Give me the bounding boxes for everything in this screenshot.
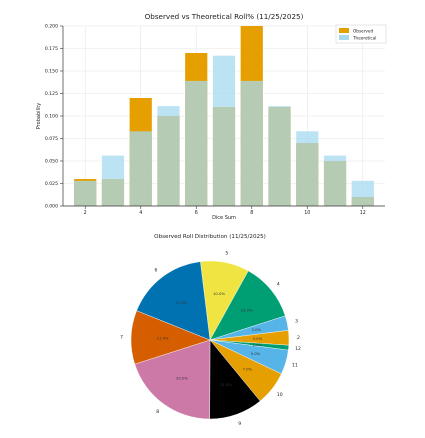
pie-chart: Observed Roll Distribution (11/25/2025) …: [120, 234, 301, 427]
y-tick-label: 0.050: [45, 159, 58, 165]
pie-pct-4: 12.0%: [241, 307, 253, 312]
pie-label-4: 4: [277, 281, 280, 287]
pie-slice-6: [136, 261, 211, 341]
x-tick-label: 6: [195, 210, 198, 216]
y-tick-label: 0.175: [45, 46, 58, 52]
x-tick-label: 4: [139, 210, 142, 216]
pie-label-8: 8: [156, 409, 159, 415]
x-tick-label: 10: [304, 210, 310, 216]
bar-theoretical-8: [240, 80, 263, 206]
pie-slice-8: [134, 339, 211, 420]
pie-pct-9: 11.0%: [220, 382, 232, 387]
y-tick-label: 0.025: [45, 181, 58, 187]
pie-label-5: 5: [225, 251, 228, 257]
bar-chart: Observed vs Theoretical Roll% (11/25/202…: [36, 12, 387, 221]
bar-chart-title: Observed vs Theoretical Roll% (11/25/202…: [145, 12, 304, 21]
y-axis-label: Probability: [36, 103, 42, 129]
pie-slice-4: [209, 270, 286, 341]
bar-theoretical-3: [101, 155, 125, 206]
y-tick-label: 0.100: [45, 114, 58, 120]
bar-theoretical-4: [129, 131, 152, 206]
x-tick-label: 12: [360, 210, 366, 216]
x-tick-label: 8: [250, 210, 253, 216]
y-tick-label: 0.125: [45, 91, 58, 97]
pie-pct-12: 1.0%: [252, 342, 262, 347]
x-tick-label: 2: [84, 210, 87, 216]
pie-pct-5: 10.0%: [213, 291, 225, 296]
pie-label-10: 10: [277, 392, 283, 398]
pie-label-3: 3: [295, 319, 298, 325]
legend-label-observed: Observed: [353, 29, 373, 34]
pie-label-6: 6: [155, 267, 158, 273]
pie-labels: 5 10.0% 4 12.0% 3 3.0% 2 3.0% 12 1.0% 11 5.0% 10 7.0%…: [120, 251, 301, 427]
legend-swatch-observed: [339, 28, 349, 33]
bar-theoretical-5: [157, 106, 180, 206]
pie-pct-10: 7.0%: [243, 367, 253, 372]
y-tick-label: 0.150: [45, 69, 58, 75]
y-tick-label: 0.075: [45, 136, 58, 142]
bar-theoretical-12: [351, 180, 374, 206]
y-tick-label: 0.200: [45, 24, 58, 30]
bar-axes: 0.000 0.025 0.050 0.075 0.100 0.125 0.150 0.175…: [45, 24, 385, 216]
bar-theoretical-9: [268, 106, 291, 206]
bar-series: [74, 26, 374, 207]
pie-chart-title: Observed Roll Distribution (11/25/2025): [154, 234, 266, 240]
pie-pct-6: 17.0%: [175, 300, 187, 305]
pie-label-2: 2: [297, 335, 300, 341]
pie-pct-11: 5.0%: [251, 351, 261, 356]
pie-pct-7: 11.0%: [157, 336, 169, 341]
pie-label-9: 9: [238, 421, 241, 427]
pie-slices: [130, 260, 290, 420]
legend-swatch-theoretical: [339, 35, 349, 40]
bar-theoretical-7: [212, 55, 236, 207]
x-axis-label: Dice Sum: [212, 215, 236, 221]
pie-pct-8: 20.0%: [176, 376, 188, 381]
legend-label-theoretical: Theoretical: [352, 36, 376, 41]
bar-legend: Observed Theoretical: [335, 24, 387, 44]
pie-pct-3: 3.0%: [251, 327, 261, 332]
y-tick-label: 0.000: [45, 204, 58, 210]
pie-label-7: 7: [120, 335, 123, 341]
bar-theoretical-10: [296, 131, 319, 206]
bar-theoretical-2: [74, 180, 97, 206]
pie-pct-2: 3.0%: [253, 336, 263, 341]
pie-label-12: 12: [295, 346, 301, 352]
pie-label-11: 11: [292, 363, 298, 369]
bar-theoretical-6: [185, 80, 208, 206]
bar-theoretical-11: [323, 155, 347, 206]
